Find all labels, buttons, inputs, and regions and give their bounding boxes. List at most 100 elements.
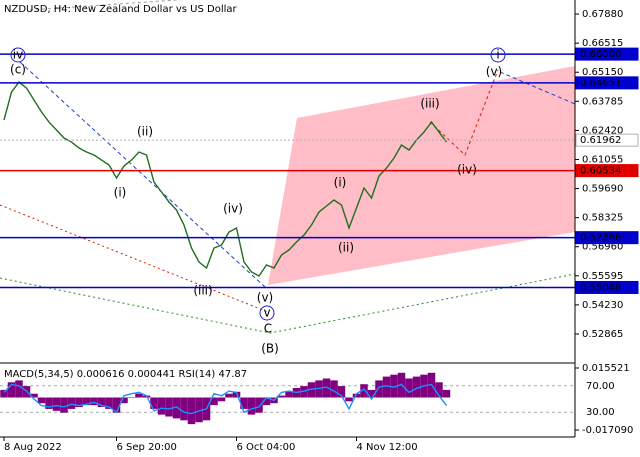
x-tick-label: 8 Aug 2022 — [4, 442, 62, 453]
macd-bar — [232, 391, 241, 398]
macd-bar — [330, 380, 338, 398]
projection — [429, 69, 499, 156]
rsi-line — [3, 383, 448, 415]
x-tick-label: 6 Oct 04:00 — [237, 442, 296, 453]
macd-bar — [225, 393, 233, 398]
macd-bar — [352, 393, 361, 398]
wave-label: iv — [13, 48, 23, 62]
macd-bar — [195, 397, 203, 423]
y2-tick-label: 70.00 — [586, 381, 615, 392]
wave-label: v — [263, 306, 270, 320]
wave-circle — [259, 305, 275, 321]
y-tick-label: 0.67880 — [582, 9, 623, 20]
y-tick-label: 0.56960 — [582, 242, 623, 253]
wave-circle — [10, 47, 26, 63]
level-tag — [575, 47, 639, 61]
level-label: 0.60534 — [580, 166, 621, 177]
macd-bar — [307, 382, 316, 398]
macd-bar — [187, 397, 196, 425]
macd-bar — [45, 397, 53, 409]
macd-bar — [210, 397, 218, 406]
y-tick-label: 0.61055 — [582, 154, 623, 165]
level-tag — [575, 76, 639, 90]
wave-circle — [490, 47, 506, 63]
y-tick-label: -0.017090 — [582, 425, 633, 436]
macd-bar — [247, 397, 256, 415]
macd-bar — [337, 386, 346, 398]
wave-label: i — [496, 48, 499, 62]
wave-label: (v) — [486, 65, 502, 79]
macd-bar — [322, 378, 331, 398]
macd-bar — [375, 380, 383, 398]
macd-bar — [60, 397, 68, 413]
level-tag — [575, 133, 639, 147]
wave-label: (iii) — [420, 97, 439, 111]
trend-line — [0, 273, 576, 334]
wave-label: (ii) — [137, 125, 153, 139]
macd-bar — [30, 393, 38, 398]
macd-bar — [0, 389, 8, 398]
y-tick-label: 0.015521 — [582, 363, 630, 374]
x-tick-label: 6 Sep 20:00 — [117, 442, 177, 453]
macd-bar — [82, 397, 91, 406]
level-tag — [575, 280, 639, 294]
level-label: 0.66000 — [580, 49, 621, 60]
macd-bar — [150, 397, 158, 409]
level-label: 0.57386 — [580, 233, 621, 244]
macd-bar — [240, 397, 248, 409]
x-tick-label: 4 Nov 12:00 — [357, 442, 418, 453]
macd-bar — [127, 397, 136, 399]
macd-bar — [367, 389, 376, 398]
macd-bar — [262, 397, 271, 406]
wave-label: (i) — [114, 186, 127, 200]
level-label: 0.55048 — [580, 282, 621, 293]
macd-bar — [105, 397, 113, 409]
macd-bar — [135, 393, 143, 398]
y-tick-label: 0.58325 — [582, 213, 623, 224]
y-tick-label: 0.66515 — [582, 38, 623, 49]
macd-bar — [112, 397, 121, 413]
macd-bar — [172, 397, 181, 419]
wave-label: C — [264, 322, 272, 336]
macd-bar — [67, 397, 76, 409]
macd-bar — [300, 386, 308, 398]
wave-label: (iv) — [223, 202, 243, 216]
macd-bar — [360, 384, 368, 398]
indicator-title: MACD(5,34,5) 0.000616 0.000441 RSI(14) 4… — [4, 369, 247, 380]
macd-bar — [435, 382, 443, 398]
macd-bar — [90, 397, 98, 406]
trend-line — [29, 0, 185, 11]
level-tag — [575, 231, 639, 245]
macd-bar — [15, 380, 23, 398]
wave-label: (v) — [257, 291, 273, 305]
y-tick-label: 0.55595 — [582, 271, 623, 282]
price-line — [3, 81, 448, 277]
level-tag — [575, 164, 639, 178]
macd-bar — [255, 397, 263, 413]
macd-bar — [285, 391, 293, 398]
y-tick-label: 0.54230 — [582, 300, 623, 311]
macd-bar — [382, 376, 391, 398]
macd-bar — [75, 397, 83, 408]
wave-label: (i) — [334, 176, 347, 190]
macd-bar — [217, 397, 226, 402]
macd-bar — [412, 376, 421, 398]
macd-bar — [97, 397, 106, 408]
macd-bar — [120, 397, 128, 404]
wave-label: (c) — [10, 63, 26, 77]
y-tick-label: 0.52865 — [582, 329, 623, 340]
level-label: 0.61962 — [580, 135, 621, 146]
channel — [268, 66, 575, 285]
macd-bar — [277, 395, 286, 398]
macd-bar — [390, 374, 398, 398]
macd-bar — [37, 397, 46, 404]
wave-label: (ii) — [338, 241, 354, 255]
macd-bar — [157, 397, 166, 415]
macd-bar — [165, 397, 173, 417]
y2-tick-label: 30.00 — [586, 407, 615, 418]
wave-label: (iii) — [193, 284, 212, 298]
y-tick-label: 0.63785 — [582, 96, 623, 107]
macd-bar — [7, 382, 16, 398]
level-label: 0.64651 — [580, 78, 621, 89]
